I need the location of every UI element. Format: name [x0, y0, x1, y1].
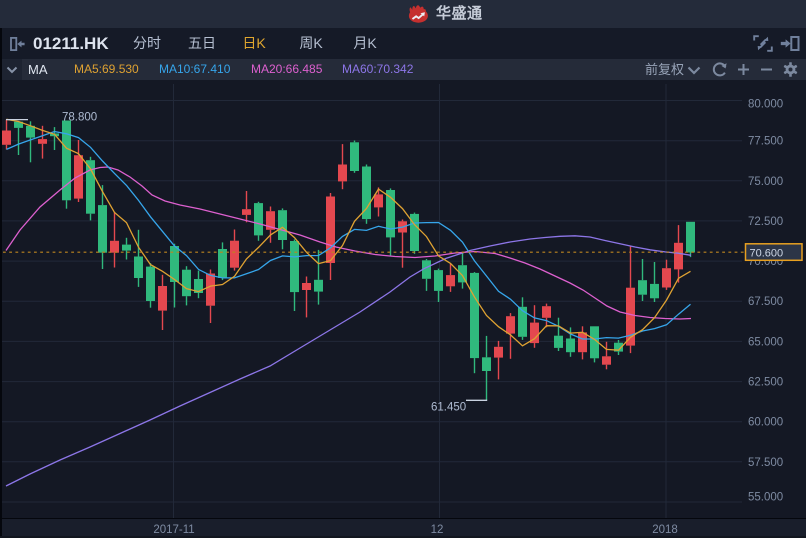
- svg-text:80.000: 80.000: [748, 99, 783, 111]
- svg-text:77.500: 77.500: [748, 136, 783, 148]
- svg-text:60.000: 60.000: [748, 417, 783, 429]
- svg-text:12: 12: [431, 524, 444, 536]
- svg-text:55.000: 55.000: [748, 492, 783, 504]
- svg-text:75.000: 75.000: [748, 176, 783, 188]
- svg-text:67.500: 67.500: [748, 296, 783, 308]
- svg-text:78.800: 78.800: [62, 112, 97, 124]
- svg-text:72.500: 72.500: [748, 216, 783, 228]
- svg-text:2017-11: 2017-11: [153, 524, 194, 536]
- svg-text:62.500: 62.500: [748, 377, 783, 389]
- svg-text:57.500: 57.500: [748, 457, 783, 469]
- svg-text:70.600: 70.600: [750, 248, 784, 260]
- svg-text:2018: 2018: [652, 524, 678, 536]
- svg-text:65.000: 65.000: [748, 336, 783, 348]
- svg-text:61.450: 61.450: [431, 402, 466, 414]
